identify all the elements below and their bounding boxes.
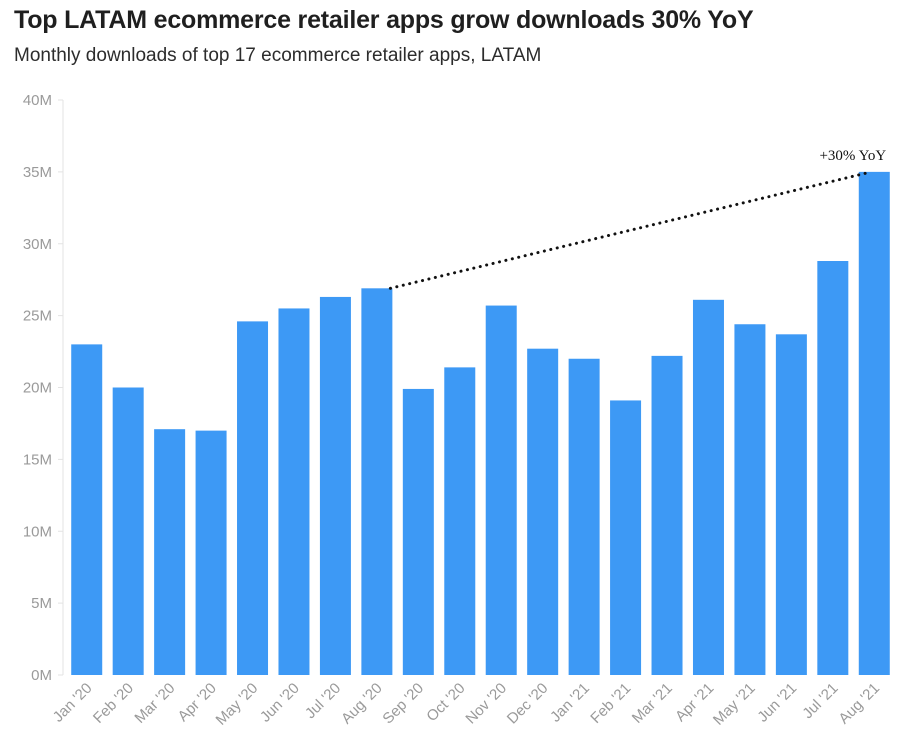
x-tick-label: May '20 bbox=[213, 680, 262, 729]
x-tick-label: Aug '21 bbox=[835, 680, 883, 728]
x-tick-label: Oct '20 bbox=[423, 680, 468, 725]
bar bbox=[692, 299, 724, 675]
bar bbox=[237, 321, 269, 675]
bar bbox=[361, 288, 393, 675]
bar bbox=[568, 358, 600, 675]
bar bbox=[112, 387, 144, 675]
x-tick-label: Mar '20 bbox=[131, 680, 178, 727]
bar bbox=[154, 429, 186, 675]
x-tick-label: Feb '20 bbox=[90, 680, 137, 727]
bars bbox=[71, 171, 890, 675]
y-tick-label: 40M bbox=[23, 92, 52, 109]
x-tick-label: Sep '20 bbox=[379, 680, 427, 728]
bar bbox=[527, 348, 559, 675]
x-tick-label: Nov '20 bbox=[462, 680, 510, 728]
yoy-dotted-line bbox=[388, 170, 873, 290]
bar bbox=[278, 308, 310, 675]
x-tick-label: Dec '20 bbox=[504, 680, 552, 728]
y-tick-label: 5M bbox=[31, 595, 52, 612]
bar bbox=[402, 388, 434, 675]
x-tick-label: Aug '20 bbox=[338, 680, 386, 728]
x-tick-label: Jun '20 bbox=[257, 680, 303, 726]
y-tick-label: 10M bbox=[23, 523, 52, 540]
yoy-annotation: +30% YoY bbox=[388, 148, 886, 290]
x-tick-label: Jan '20 bbox=[50, 680, 96, 726]
x-tick-label: Feb '21 bbox=[587, 680, 634, 727]
yoy-annotation-label: +30% YoY bbox=[819, 148, 886, 164]
bar bbox=[817, 261, 849, 675]
bar bbox=[485, 305, 517, 675]
bar bbox=[71, 344, 103, 675]
bar bbox=[610, 400, 642, 675]
x-tick-label: Jun '21 bbox=[754, 680, 800, 726]
chart-title: Top LATAM ecommerce retailer apps grow d… bbox=[14, 6, 754, 34]
x-tick-label: Jan '21 bbox=[547, 680, 593, 726]
bar bbox=[444, 367, 476, 675]
y-tick-label: 15M bbox=[23, 451, 52, 468]
bar bbox=[651, 355, 683, 675]
y-tick-label: 0M bbox=[31, 667, 52, 684]
y-tick-label: 35M bbox=[23, 164, 52, 181]
bar bbox=[858, 171, 890, 675]
chart-subtitle: Monthly downloads of top 17 ecommerce re… bbox=[14, 45, 542, 66]
bar bbox=[734, 324, 766, 675]
x-tick-label: May '21 bbox=[710, 680, 759, 729]
y-tick-label: 25M bbox=[23, 308, 52, 325]
x-tick-label: Mar '21 bbox=[629, 680, 676, 727]
bar bbox=[195, 430, 227, 675]
y-axis: 0M 5M 10M 15M 20M 25M 30M 35M 40M bbox=[23, 92, 64, 684]
y-tick-label: 30M bbox=[23, 236, 52, 253]
y-tick-label: 20M bbox=[23, 380, 52, 397]
bar bbox=[775, 334, 807, 675]
bar bbox=[319, 296, 351, 675]
